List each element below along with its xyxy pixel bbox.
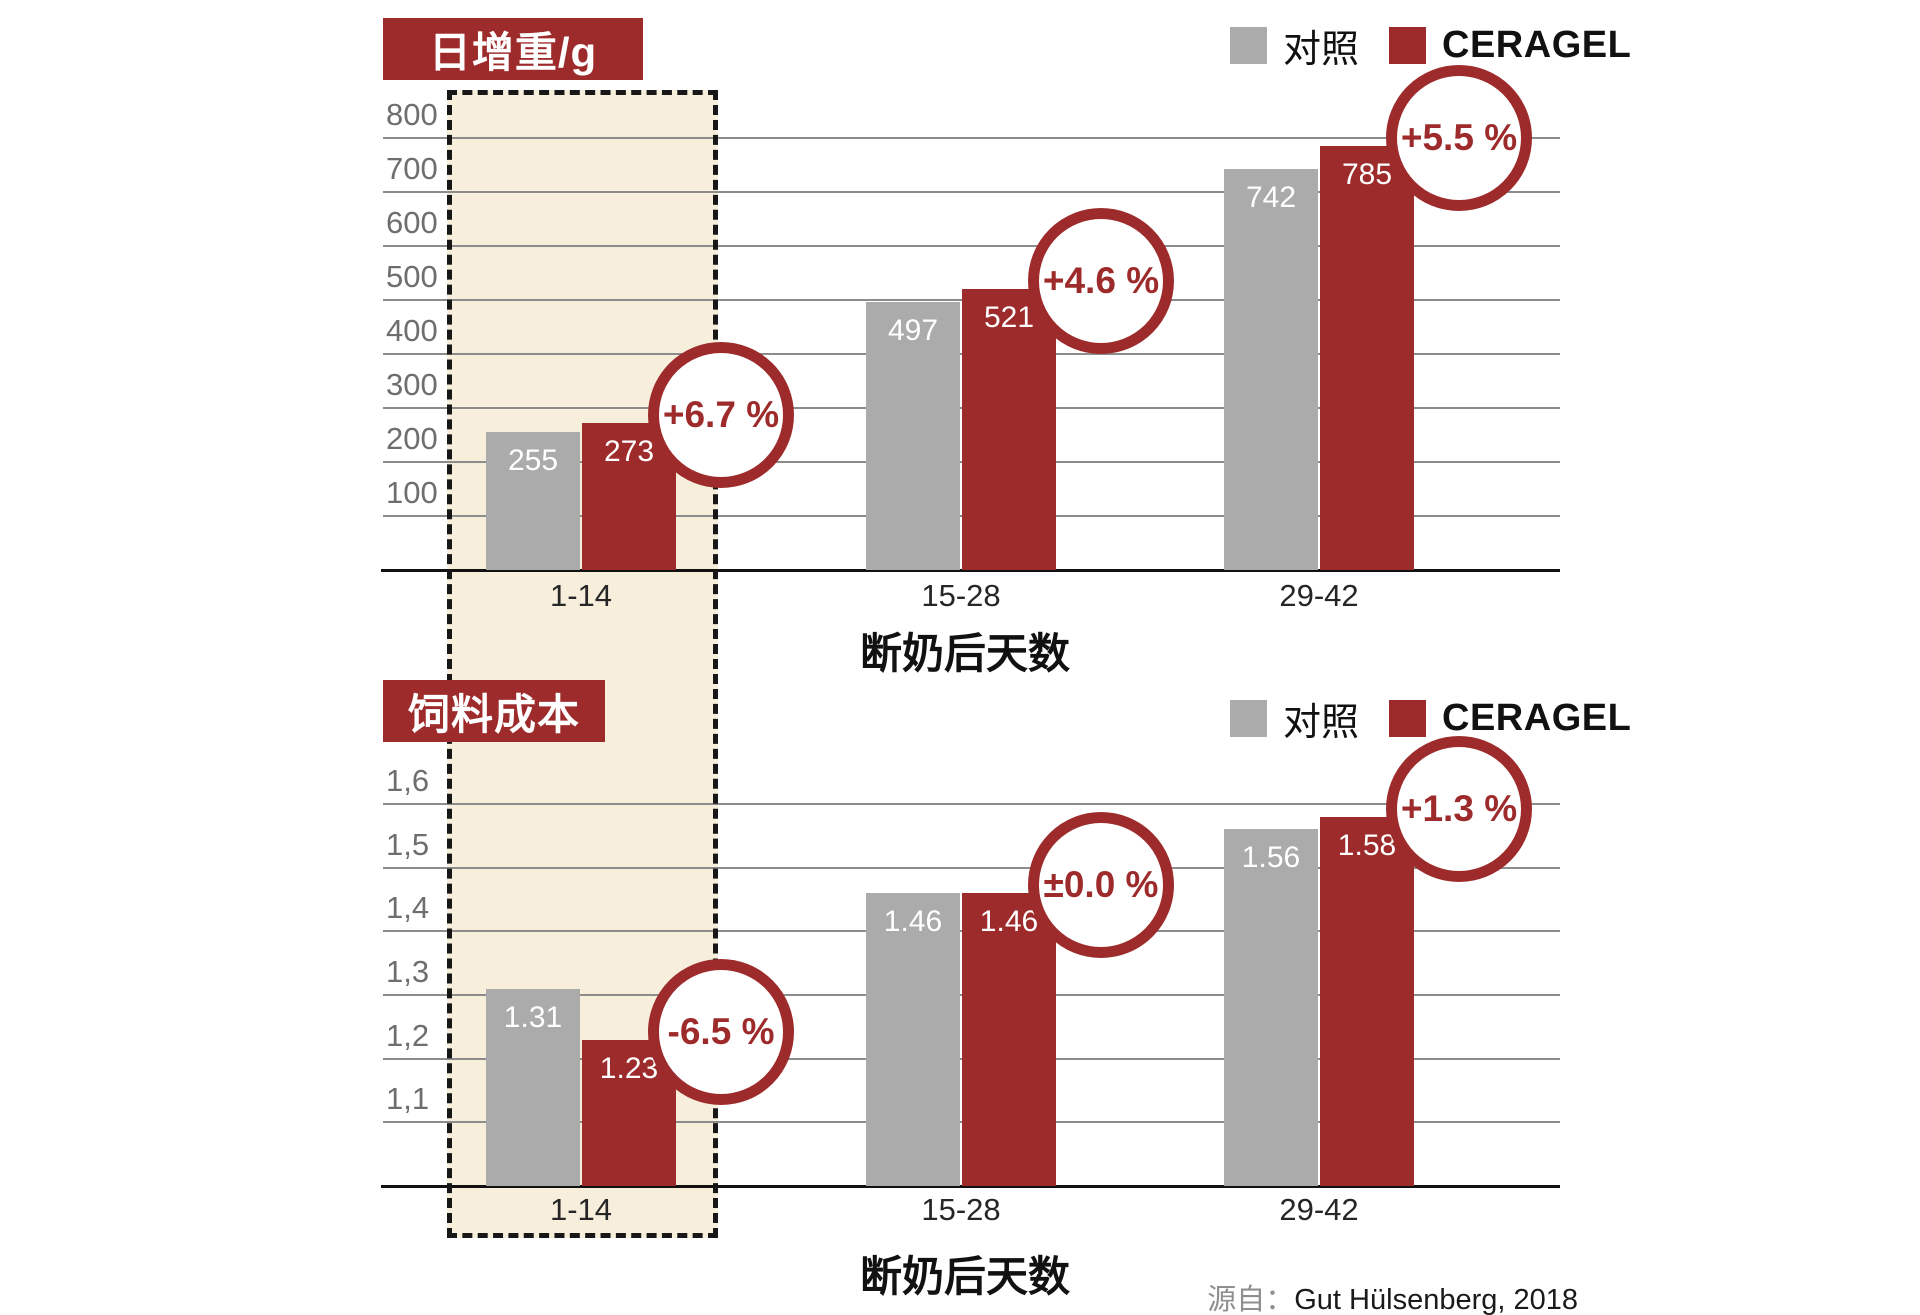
bar-value-label: 1.31 [503, 1001, 563, 1034]
x-tick-label: 29-42 [1279, 1192, 1359, 1227]
bar-ceragel: 273 [582, 423, 676, 570]
gridline [383, 245, 1560, 247]
gridline [383, 803, 1560, 805]
bar-control: 255 [486, 432, 580, 570]
y-tick-label: 1,1 [386, 1081, 430, 1116]
bar-value-label: 1.46 [979, 905, 1039, 938]
legend-swatch-control [1230, 27, 1267, 64]
y-tick-label: 1,5 [386, 827, 430, 862]
chart-title-feed-cost: 饲料成本 [383, 680, 605, 742]
legend-feed-cost: 对照 CERAGEL [1230, 691, 1631, 746]
percent-change-badge: +4.6 % [1028, 208, 1174, 354]
y-tick-label: 800 [386, 97, 438, 132]
x-axis-line [381, 569, 1560, 572]
y-tick-label: 1,2 [386, 1018, 430, 1053]
y-tick-label: 200 [386, 421, 438, 456]
bar-value-label: 1.58 [1337, 829, 1397, 862]
bar-control: 497 [866, 302, 960, 570]
bar-control: 1.31 [486, 989, 580, 1186]
y-tick-label: 300 [386, 367, 438, 402]
bar-value-label: 273 [603, 435, 655, 468]
y-tick-label: 600 [386, 205, 438, 240]
source-text: Gut Hülsenberg, 2018 [1294, 1284, 1578, 1315]
bar-value-label: 1.56 [1241, 841, 1301, 874]
percent-change-badge: +1.3 % [1386, 736, 1532, 882]
bar-value-label: 742 [1245, 181, 1297, 214]
bar-ceragel: 1.46 [962, 893, 1056, 1186]
x-tick-label: 15-28 [921, 578, 1001, 613]
y-tick-label: 1,6 [386, 763, 430, 798]
bar-value-label: 1.46 [883, 905, 943, 938]
bar-ceragel: 521 [962, 289, 1056, 570]
weaning-phase-highlight-dashed-border [447, 90, 718, 1238]
percent-change-badge: -6.5 % [648, 959, 794, 1105]
legend-label-ceragel: CERAGEL [1442, 24, 1632, 66]
y-tick-label: 1,3 [386, 954, 430, 989]
x-axis-line [381, 1185, 1560, 1188]
legend-label-control: 对照 [1283, 29, 1360, 71]
x-axis-label-feed-cost: 断奶后天数 [859, 1253, 1070, 1300]
percent-change-badge: +6.7 % [648, 342, 794, 488]
chart-title-daily-gain: 日增重/g [383, 18, 643, 80]
bar-ceragel: 785 [1320, 146, 1414, 570]
y-tick-label: 100 [386, 475, 438, 510]
legend-swatch-ceragel [1389, 27, 1427, 64]
gridline [383, 191, 1560, 193]
bar-value-label: 255 [507, 444, 559, 477]
y-tick-label: 1,4 [386, 890, 430, 925]
legend-swatch-ceragel [1389, 700, 1427, 737]
bar-value-label: 497 [887, 314, 939, 347]
bar-value-label: 521 [983, 301, 1035, 334]
bar-control: 742 [1224, 169, 1318, 570]
y-tick-label: 500 [386, 259, 438, 294]
legend-label-control: 对照 [1283, 702, 1360, 744]
x-tick-label: 1-14 [549, 1192, 613, 1227]
bar-ceragel: 1.58 [1320, 817, 1414, 1186]
source-citation: 源自：Gut Hülsenberg, 2018 [1207, 1276, 1578, 1315]
bar-value-label: 1.23 [599, 1052, 659, 1085]
source-label: 源自 [1207, 1284, 1266, 1315]
gridline [383, 137, 1560, 139]
percent-change-badge: +5.5 % [1386, 65, 1532, 211]
x-tick-label: 15-28 [921, 1192, 1001, 1227]
legend-label-ceragel: CERAGEL [1442, 697, 1632, 739]
y-tick-label: 700 [386, 151, 438, 186]
legend-daily-gain: 对照 CERAGEL [1230, 18, 1631, 73]
bar-control: 1.46 [866, 893, 960, 1186]
gridline [383, 867, 1560, 869]
legend-swatch-control [1230, 700, 1267, 737]
bar-control: 1.56 [1224, 829, 1318, 1186]
x-tick-label: 29-42 [1279, 578, 1359, 613]
percent-change-badge: ±0.0 % [1028, 812, 1174, 958]
source-separator: ： [1265, 1284, 1295, 1315]
y-tick-label: 400 [386, 313, 438, 348]
bar-value-label: 785 [1341, 158, 1393, 191]
x-axis-label-daily-gain: 断奶后天数 [859, 630, 1070, 677]
x-tick-label: 1-14 [549, 578, 613, 613]
